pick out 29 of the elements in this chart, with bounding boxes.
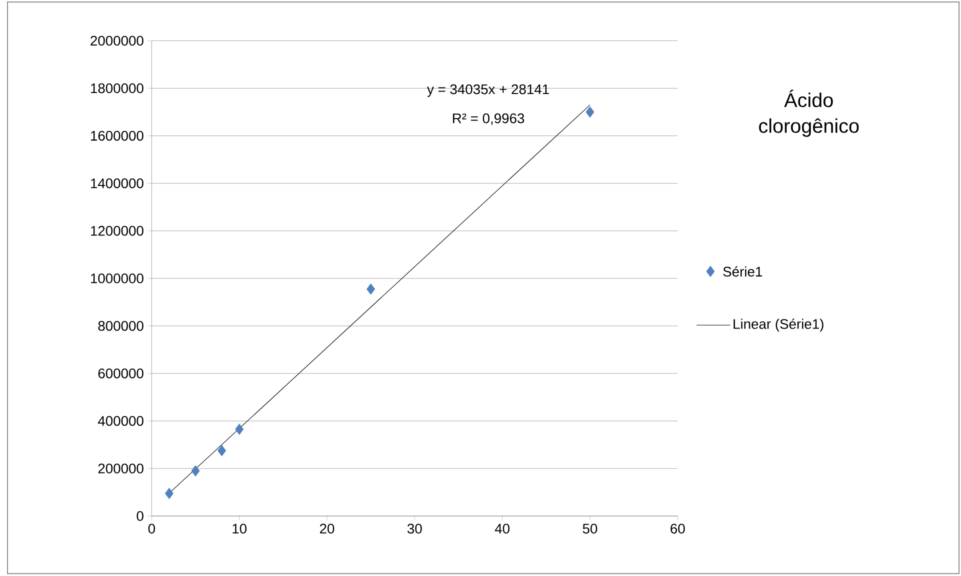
y-tick-label: 1000000 — [91, 274, 144, 284]
y-tick-label: 1800000 — [91, 84, 144, 94]
x-tick-label: 60 — [670, 524, 685, 534]
x-tick-label: 50 — [582, 524, 598, 534]
y-tick-label: 1600000 — [91, 131, 144, 141]
x-tick-label: 20 — [320, 524, 334, 534]
point — [235, 424, 244, 436]
y-tick-label: 1400000 — [91, 178, 144, 188]
x-tick-label: 10 — [232, 524, 247, 534]
y-tick-label: 800000 — [98, 321, 144, 331]
y-tick-label: 1200000 — [91, 226, 144, 236]
y-tick-label: 200000 — [98, 464, 144, 474]
x-tick-label: 30 — [407, 524, 422, 534]
annotation: y = 34035x + 28141 — [427, 84, 549, 98]
point — [164, 488, 174, 500]
x-tick-label: 0 — [148, 524, 155, 534]
annotation: R² = 0,9963 — [453, 114, 524, 126]
legend-label: Série1 — [723, 266, 762, 277]
y-tick-label: 0 — [136, 511, 144, 522]
y-tick-label: 400000 — [98, 416, 144, 426]
legend-label: Linear (Série1) — [734, 318, 824, 332]
point — [586, 106, 594, 118]
point — [191, 465, 200, 477]
x-tick-label: 40 — [494, 524, 510, 534]
text: Ácido clorogênico — [759, 90, 859, 138]
y-tick-label: 2000000 — [90, 36, 144, 46]
y-tick-label: 600000 — [98, 368, 144, 379]
point — [366, 284, 376, 295]
point — [218, 445, 226, 456]
